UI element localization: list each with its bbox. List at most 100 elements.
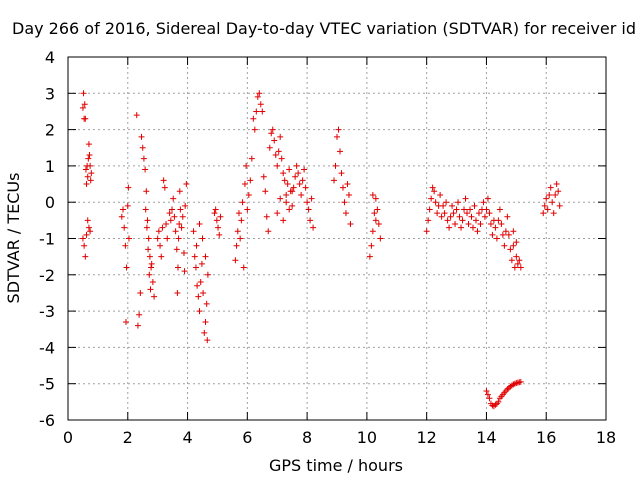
data-point xyxy=(450,210,457,217)
data-point xyxy=(143,188,150,195)
data-point xyxy=(490,403,497,410)
data-point xyxy=(248,155,255,162)
data-point xyxy=(431,188,438,195)
axis-ticks xyxy=(67,56,607,421)
data-point xyxy=(464,210,471,217)
data-point xyxy=(483,206,490,213)
data-point xyxy=(269,126,276,133)
y-tick-label: -1 xyxy=(39,230,55,249)
data-point xyxy=(155,228,162,235)
data-point xyxy=(487,220,494,227)
data-point xyxy=(198,260,205,267)
data-point xyxy=(234,228,241,235)
data-points xyxy=(79,90,563,410)
data-point xyxy=(203,300,210,307)
data-point xyxy=(332,162,339,169)
data-point xyxy=(275,148,282,155)
data-point xyxy=(301,166,308,173)
data-point xyxy=(182,202,189,209)
data-point xyxy=(298,191,305,198)
data-point xyxy=(254,93,261,100)
data-point xyxy=(157,242,164,249)
data-point xyxy=(443,199,450,206)
data-point xyxy=(556,202,563,209)
data-point xyxy=(480,199,487,206)
data-point xyxy=(434,210,441,217)
data-point xyxy=(495,398,502,405)
y-tick-label: -2 xyxy=(39,266,55,285)
data-point xyxy=(216,231,223,238)
data-point xyxy=(167,217,174,224)
x-tick-label: 4 xyxy=(182,428,192,447)
data-point xyxy=(304,199,311,206)
x-tick-label: 0 xyxy=(63,428,73,447)
data-point xyxy=(277,133,284,140)
data-point xyxy=(197,279,204,286)
data-point xyxy=(204,271,211,278)
data-point xyxy=(335,126,342,133)
data-point xyxy=(375,220,382,227)
data-point xyxy=(81,242,88,249)
data-point xyxy=(196,308,203,315)
data-point xyxy=(151,293,158,300)
data-point xyxy=(492,401,499,408)
data-point xyxy=(511,264,518,271)
data-point xyxy=(138,133,145,140)
data-point xyxy=(447,213,454,220)
data-point xyxy=(283,199,290,206)
data-point xyxy=(369,191,376,198)
data-point xyxy=(253,108,260,115)
data-point xyxy=(293,162,300,169)
data-point xyxy=(514,260,521,267)
data-point xyxy=(178,224,185,231)
data-point xyxy=(426,206,433,213)
data-point xyxy=(274,210,281,217)
data-point xyxy=(154,235,161,242)
data-point xyxy=(543,195,550,202)
data-point xyxy=(498,220,505,227)
data-point xyxy=(429,184,436,191)
data-point xyxy=(82,166,89,173)
data-point xyxy=(144,217,151,224)
data-point xyxy=(192,264,199,271)
y-tick-label: 2 xyxy=(45,121,55,140)
data-point xyxy=(377,235,384,242)
data-point xyxy=(505,231,512,238)
data-point xyxy=(201,329,208,336)
data-point xyxy=(289,188,296,195)
data-point xyxy=(465,220,472,227)
x-tick-label: 6 xyxy=(242,428,252,447)
data-point xyxy=(493,235,500,242)
y-tick-label: -6 xyxy=(39,411,55,430)
data-point xyxy=(280,217,287,224)
data-point xyxy=(492,224,499,231)
data-point xyxy=(87,162,94,169)
y-tick-label: 4 xyxy=(45,48,55,67)
data-point xyxy=(555,188,562,195)
data-point xyxy=(124,202,131,209)
data-point xyxy=(265,228,272,235)
data-point xyxy=(423,228,430,235)
x-tick-labels: 0 2 4 6 8 10 12 14 16 18 xyxy=(63,428,616,447)
data-point xyxy=(121,224,128,231)
y-tick-label: -4 xyxy=(39,338,55,357)
data-point xyxy=(204,337,211,344)
data-point xyxy=(194,282,201,289)
data-point xyxy=(181,268,188,275)
data-point xyxy=(146,253,153,260)
data-point xyxy=(140,155,147,162)
data-point xyxy=(456,213,463,220)
y-tick-label: 1 xyxy=(45,157,55,176)
data-point xyxy=(437,191,444,198)
data-point xyxy=(247,177,254,184)
data-point xyxy=(142,206,149,213)
chart-title: Day 266 of 2016, Sidereal Day-to-day VTE… xyxy=(12,19,636,38)
data-point xyxy=(499,231,506,238)
data-point xyxy=(118,213,125,220)
data-point xyxy=(174,264,181,271)
data-point xyxy=(495,217,502,224)
data-point xyxy=(149,279,156,286)
data-point xyxy=(369,228,376,235)
data-point xyxy=(137,289,144,296)
grid-lines xyxy=(68,57,606,420)
